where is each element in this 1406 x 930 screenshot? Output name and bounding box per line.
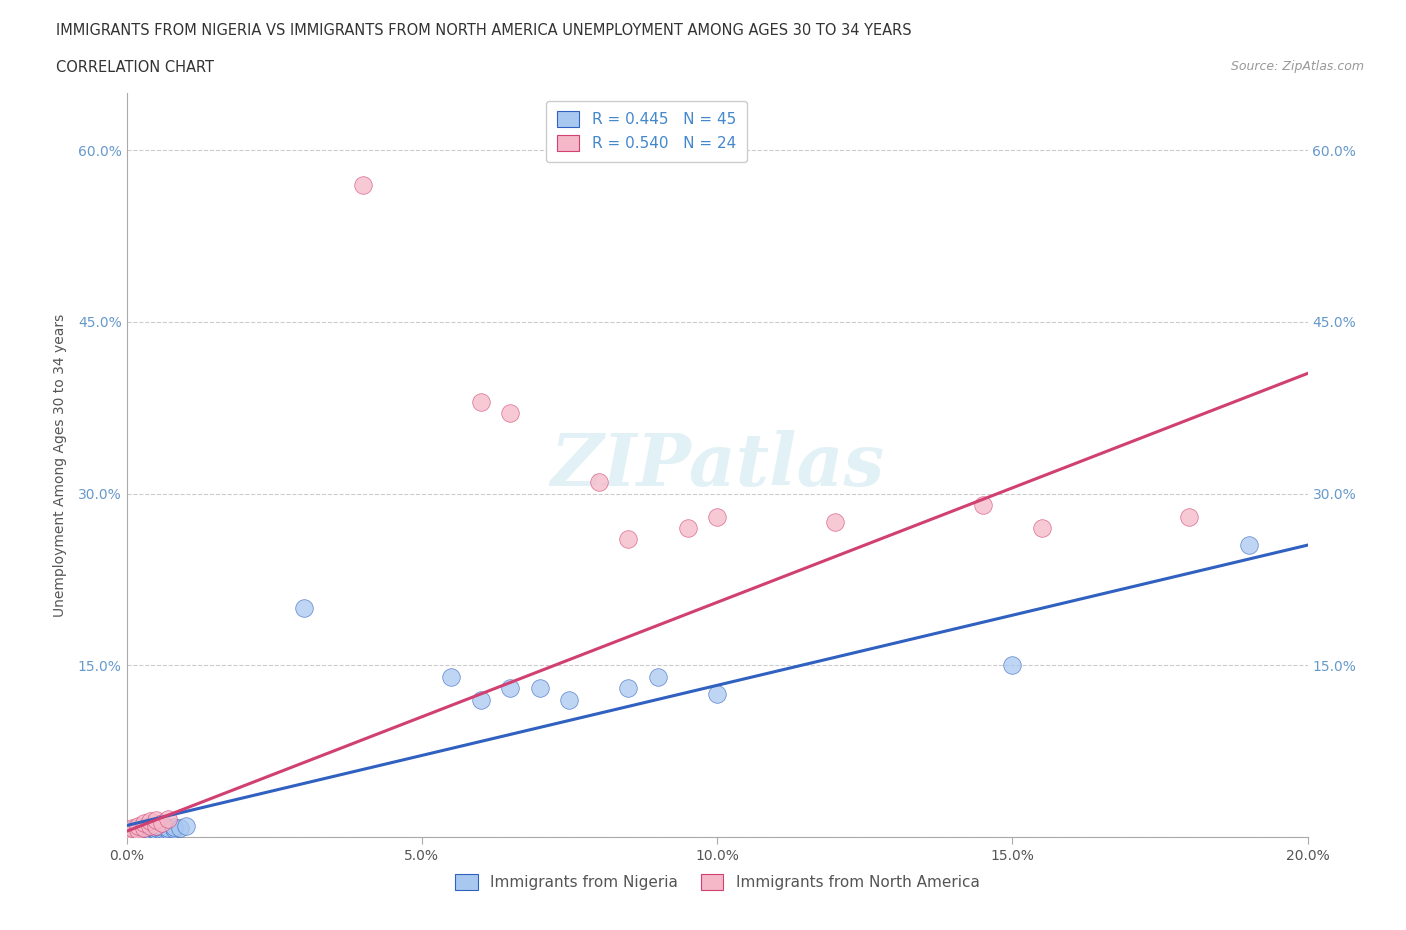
Point: [139, 824, 162, 839]
Point: [121, 823, 143, 838]
Point: [127, 826, 149, 841]
Point: [134, 820, 156, 835]
Point: [127, 823, 149, 838]
Point: [121, 826, 143, 841]
Point: [156, 823, 179, 838]
Point: [588, 474, 610, 489]
Point: [150, 824, 173, 839]
Point: [121, 825, 143, 840]
Point: [150, 819, 173, 834]
Legend: Immigrants from Nigeria, Immigrants from North America: Immigrants from Nigeria, Immigrants from…: [449, 868, 986, 897]
Point: [134, 826, 156, 841]
Point: [115, 824, 138, 839]
Point: [139, 825, 162, 840]
Point: [139, 814, 162, 829]
Point: [169, 820, 191, 835]
Text: ZIPatlas: ZIPatlas: [550, 430, 884, 500]
Point: [134, 824, 156, 839]
Point: [127, 825, 149, 840]
Text: IMMIGRANTS FROM NIGERIA VS IMMIGRANTS FROM NORTH AMERICA UNEMPLOYMENT AMONG AGES: IMMIGRANTS FROM NIGERIA VS IMMIGRANTS FR…: [56, 23, 912, 38]
Point: [499, 406, 522, 421]
Point: [470, 394, 492, 409]
Point: [121, 820, 143, 835]
Point: [127, 820, 149, 835]
Point: [134, 825, 156, 840]
Point: [145, 818, 167, 833]
Point: [121, 824, 143, 839]
Point: [150, 821, 173, 836]
Point: [127, 821, 149, 836]
Point: [121, 824, 143, 839]
Point: [676, 521, 699, 536]
Point: [440, 670, 463, 684]
Point: [972, 498, 994, 512]
Point: [617, 532, 640, 547]
Point: [647, 670, 669, 684]
Point: [470, 692, 492, 707]
Y-axis label: Unemployment Among Ages 30 to 34 years: Unemployment Among Ages 30 to 34 years: [52, 313, 66, 617]
Point: [127, 823, 149, 838]
Point: [139, 820, 162, 835]
Point: [121, 821, 143, 836]
Point: [529, 681, 551, 696]
Point: [558, 692, 581, 707]
Point: [115, 824, 138, 839]
Point: [1178, 509, 1201, 524]
Text: CORRELATION CHART: CORRELATION CHART: [56, 60, 214, 75]
Point: [156, 811, 179, 826]
Point: [127, 824, 149, 839]
Point: [134, 821, 156, 836]
Point: [1031, 521, 1053, 536]
Point: [352, 177, 374, 192]
Point: [617, 681, 640, 696]
Point: [145, 824, 167, 839]
Point: [824, 515, 846, 530]
Point: [145, 820, 167, 835]
Point: [134, 816, 156, 830]
Point: [163, 821, 186, 836]
Point: [127, 818, 149, 833]
Point: [292, 601, 315, 616]
Point: [706, 509, 728, 524]
Point: [499, 681, 522, 696]
Point: [134, 820, 156, 835]
Point: [145, 813, 167, 828]
Point: [1237, 538, 1260, 552]
Point: [163, 819, 186, 834]
Point: [134, 823, 156, 838]
Point: [156, 820, 179, 835]
Point: [150, 816, 173, 830]
Point: [139, 823, 162, 838]
Point: [1001, 658, 1024, 672]
Point: [174, 818, 197, 833]
Point: [139, 818, 162, 833]
Text: Source: ZipAtlas.com: Source: ZipAtlas.com: [1230, 60, 1364, 73]
Point: [145, 823, 167, 838]
Point: [706, 686, 728, 701]
